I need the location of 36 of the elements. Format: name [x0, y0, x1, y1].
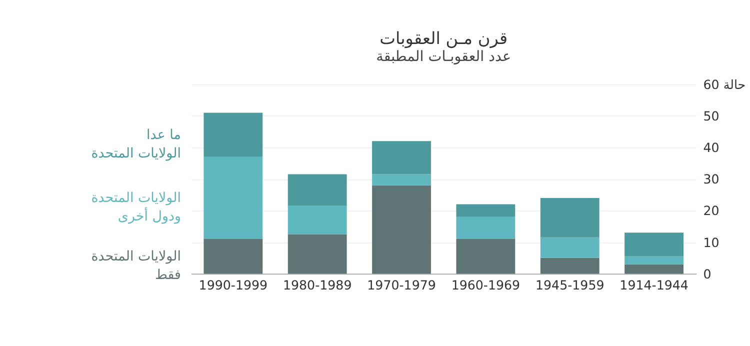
bar — [540, 258, 600, 274]
x-tick-label: 1970-1979 — [367, 277, 436, 292]
bar — [204, 112, 263, 157]
bar — [372, 185, 431, 274]
bar — [624, 264, 684, 274]
bar — [204, 238, 263, 274]
bar — [540, 237, 600, 258]
bar — [288, 206, 347, 234]
series-label: ما عدا الولايات المتحدة — [91, 128, 181, 162]
bar — [456, 204, 516, 217]
bar — [372, 141, 431, 174]
bar — [456, 216, 516, 239]
y-tick-label: 50 — [703, 108, 720, 124]
bar — [288, 174, 347, 206]
x-tick-label: 1960-1969 — [451, 277, 520, 292]
bar — [288, 234, 347, 274]
chart-title: قرن مـن العقوبات — [380, 28, 508, 49]
x-tick-label: 1990-1999 — [198, 277, 268, 292]
y-tick-label: 10 — [703, 234, 720, 250]
series-label: الولايات المتحدة فقط — [91, 250, 181, 284]
x-tick-label: 1980-1989 — [282, 277, 352, 292]
y-tick-label: 40 — [703, 140, 720, 156]
x-tick-label: 1914-1944 — [620, 277, 688, 292]
y-tick-label: 0 — [703, 266, 712, 282]
bar — [624, 256, 684, 264]
bar — [372, 174, 431, 186]
bar — [540, 198, 600, 238]
series-label: الولايات المتحدة ودول أخرى — [91, 191, 181, 225]
chart-subtitle: عدد العقوبـات المطبقة — [376, 48, 512, 65]
y-tick-label: 20 — [703, 203, 720, 218]
y-tick-label: 30 — [703, 172, 720, 187]
bar — [624, 232, 684, 256]
bar — [456, 238, 516, 274]
bar — [204, 156, 263, 239]
y-tick-label: 60 حالة — [703, 76, 746, 92]
x-tick-label: 1945-1959 — [536, 277, 604, 292]
